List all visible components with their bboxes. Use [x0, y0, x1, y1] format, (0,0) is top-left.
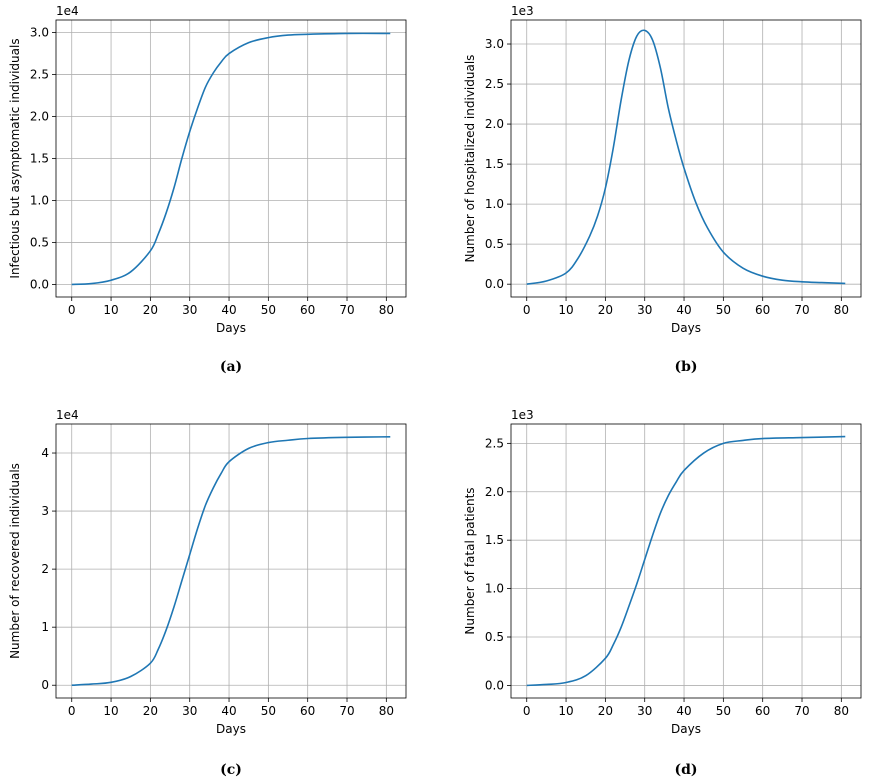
x-tick-label: 30	[637, 704, 652, 718]
x-tick-label: 30	[182, 704, 197, 718]
y-tick-label: 0.0	[485, 277, 504, 291]
y-axis-label: Number of recovered individuals	[8, 463, 22, 659]
chart-panel: 0 10 20 30 40 50 60 70 80 0.0 0.5 1.0 1.5 2.0 2.5 Days N…	[463, 408, 862, 778]
x-tick-label: 50	[716, 704, 731, 718]
y-tick-label: 2.5	[485, 436, 504, 450]
x-axis-label: Days	[216, 321, 246, 335]
y-tick-label: 2.5	[30, 68, 49, 82]
panel-label: (c)	[220, 762, 242, 778]
x-tick-label: 0	[68, 704, 76, 718]
plot-frame	[55, 423, 407, 699]
y-tick-label: 0.0	[485, 678, 504, 692]
x-axis-label: Days	[216, 722, 246, 736]
x-tick-label: 80	[834, 704, 849, 718]
y-tick-label: 3.0	[485, 37, 504, 51]
y-tick-label: 2.5	[485, 77, 504, 91]
series-line	[71, 435, 391, 687]
x-tick-label: 80	[379, 303, 394, 317]
y-tick-label: 1.0	[485, 582, 504, 596]
y-tick-label: 1.0	[485, 197, 504, 211]
y-tick-label: 1	[41, 620, 49, 634]
y-tick-label: 2	[41, 562, 49, 576]
y-tick-label: 3.0	[30, 26, 49, 40]
x-tick-label: 0	[68, 303, 76, 317]
x-axis-label: Days	[671, 722, 701, 736]
x-tick-label: 50	[716, 303, 731, 317]
y-tick-label: 3	[41, 504, 49, 518]
y-tick-label: 2.0	[30, 110, 49, 124]
y-tick-label: 1.5	[485, 533, 504, 547]
y-axis-label: Number of fatal patients	[463, 487, 477, 634]
x-tick-label: 70	[339, 303, 354, 317]
x-tick-label: 10	[558, 704, 573, 718]
x-tick-label: 10	[558, 303, 573, 317]
y-multiplier-label: 1e4	[56, 4, 79, 18]
y-tick-label: 0.0	[30, 277, 49, 291]
panel-label: (a)	[220, 359, 242, 375]
y-tick-label: 0.5	[30, 235, 49, 249]
x-tick-label: 40	[676, 704, 691, 718]
y-tick-label: 0	[41, 678, 49, 692]
x-tick-label: 40	[676, 303, 691, 317]
x-tick-label: 40	[221, 303, 236, 317]
y-tick-label: 2.0	[485, 485, 504, 499]
x-tick-label: 20	[598, 303, 613, 317]
series-line	[71, 32, 391, 286]
x-tick-label: 20	[143, 303, 158, 317]
x-axis-label: Days	[671, 321, 701, 335]
y-tick-label: 0.5	[485, 630, 504, 644]
y-axis-label: Infectious but asymptomatic individuals	[8, 38, 22, 278]
y-tick-label: 1.5	[30, 152, 49, 166]
x-tick-label: 30	[182, 303, 197, 317]
y-tick-label: 1.5	[485, 157, 504, 171]
chart-panel: 0 10 20 30 40 50 60 70 80 0.0 0.5 1.0 1.5 2.0 2.5 3.0 Da…	[463, 4, 862, 375]
x-tick-label: 80	[379, 704, 394, 718]
x-tick-label: 0	[523, 704, 531, 718]
x-tick-label: 10	[103, 704, 118, 718]
x-tick-label: 60	[755, 303, 770, 317]
y-multiplier-label: 1e3	[511, 408, 534, 422]
y-tick-label: 2.0	[485, 117, 504, 131]
x-tick-label: 20	[598, 704, 613, 718]
x-tick-label: 0	[523, 303, 531, 317]
y-tick-label: 4	[41, 446, 49, 460]
plot-frame	[510, 423, 862, 699]
chart-panel: 0 10 20 30 40 50 60 70 80 0.0 0.5 1.0 1.5 2.0 2.5 3.0 Da…	[8, 4, 407, 375]
x-tick-label: 30	[637, 303, 652, 317]
x-tick-label: 40	[221, 704, 236, 718]
x-tick-label: 60	[300, 704, 315, 718]
y-multiplier-label: 1e3	[511, 4, 534, 18]
panel-label: (b)	[674, 359, 697, 375]
panel-label: (d)	[674, 762, 697, 778]
plot-frame	[510, 19, 862, 298]
x-tick-label: 60	[755, 704, 770, 718]
chart-panel: 0 10 20 30 40 50 60 70 80 0 1 2 3 4 Days Number of reco…	[8, 408, 407, 778]
y-tick-label: 0.5	[485, 237, 504, 251]
x-tick-label: 70	[339, 704, 354, 718]
x-tick-label: 50	[261, 303, 276, 317]
y-axis-label: Number of hospitalized individuals	[463, 55, 477, 263]
x-tick-label: 60	[300, 303, 315, 317]
x-tick-label: 10	[103, 303, 118, 317]
x-tick-label: 20	[143, 704, 158, 718]
y-tick-label: 1.0	[30, 193, 49, 207]
x-tick-label: 70	[794, 303, 809, 317]
x-tick-label: 80	[834, 303, 849, 317]
x-tick-label: 70	[794, 704, 809, 718]
y-multiplier-label: 1e4	[56, 408, 79, 422]
x-tick-label: 50	[261, 704, 276, 718]
series-line	[526, 29, 846, 285]
series-line	[526, 435, 846, 687]
